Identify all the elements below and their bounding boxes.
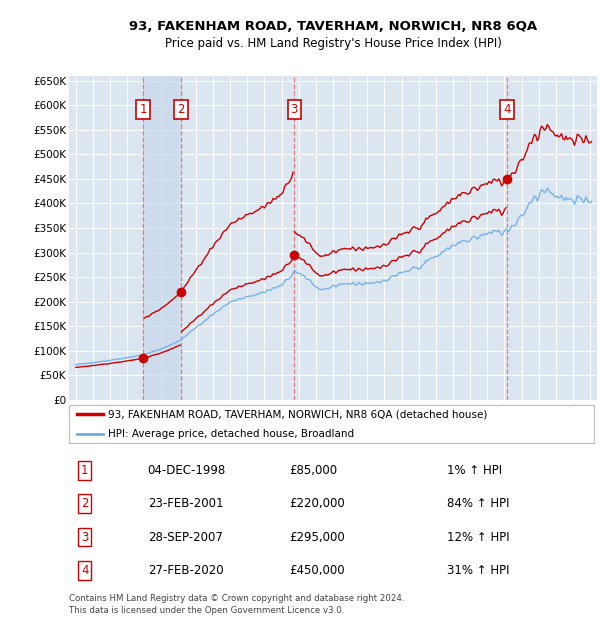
Text: £85,000: £85,000 (290, 464, 338, 477)
Text: 3: 3 (290, 103, 298, 116)
Text: 1% ↑ HPI: 1% ↑ HPI (447, 464, 502, 477)
Text: 31% ↑ HPI: 31% ↑ HPI (447, 564, 509, 577)
Text: 23-FEB-2001: 23-FEB-2001 (148, 497, 223, 510)
Text: 28-SEP-2007: 28-SEP-2007 (148, 531, 223, 544)
Text: 27-FEB-2020: 27-FEB-2020 (148, 564, 223, 577)
Text: 1: 1 (139, 103, 147, 116)
Text: 93, FAKENHAM ROAD, TAVERHAM, NORWICH, NR8 6QA: 93, FAKENHAM ROAD, TAVERHAM, NORWICH, NR… (129, 20, 537, 32)
Text: 93, FAKENHAM ROAD, TAVERHAM, NORWICH, NR8 6QA (detached house): 93, FAKENHAM ROAD, TAVERHAM, NORWICH, NR… (109, 409, 488, 420)
Text: 3: 3 (81, 531, 88, 544)
Text: This data is licensed under the Open Government Licence v3.0.: This data is licensed under the Open Gov… (69, 606, 344, 616)
Text: 84% ↑ HPI: 84% ↑ HPI (447, 497, 509, 510)
FancyBboxPatch shape (69, 405, 594, 443)
Text: 1: 1 (81, 464, 89, 477)
Text: HPI: Average price, detached house, Broadland: HPI: Average price, detached house, Broa… (109, 428, 355, 439)
Text: 4: 4 (503, 103, 511, 116)
Text: £295,000: £295,000 (290, 531, 345, 544)
Text: 12% ↑ HPI: 12% ↑ HPI (447, 531, 509, 544)
Text: £450,000: £450,000 (290, 564, 345, 577)
Text: Contains HM Land Registry data © Crown copyright and database right 2024.: Contains HM Land Registry data © Crown c… (69, 594, 404, 603)
Text: 4: 4 (81, 564, 89, 577)
Text: 2: 2 (178, 103, 185, 116)
Bar (143, 76, 181, 400)
Text: 04-DEC-1998: 04-DEC-1998 (148, 464, 226, 477)
Text: 2: 2 (81, 497, 89, 510)
Text: Price paid vs. HM Land Registry's House Price Index (HPI): Price paid vs. HM Land Registry's House … (164, 37, 502, 50)
Text: £220,000: £220,000 (290, 497, 345, 510)
